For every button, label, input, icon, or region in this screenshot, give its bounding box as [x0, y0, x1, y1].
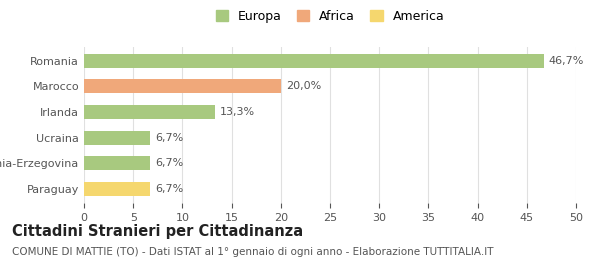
Text: 6,7%: 6,7%	[155, 133, 183, 142]
Text: 6,7%: 6,7%	[155, 158, 183, 168]
Bar	[84, 156, 150, 170]
Text: 46,7%: 46,7%	[548, 56, 584, 66]
Text: Cittadini Stranieri per Cittadinanza: Cittadini Stranieri per Cittadinanza	[12, 224, 303, 239]
Bar	[84, 131, 150, 145]
Bar	[84, 105, 215, 119]
Legend: Europa, Africa, America: Europa, Africa, America	[212, 6, 448, 27]
Bar	[84, 80, 281, 94]
Text: 6,7%: 6,7%	[155, 184, 183, 194]
Text: COMUNE DI MATTIE (TO) - Dati ISTAT al 1° gennaio di ogni anno - Elaborazione TUT: COMUNE DI MATTIE (TO) - Dati ISTAT al 1°…	[12, 247, 493, 257]
Bar	[84, 54, 544, 68]
Text: 20,0%: 20,0%	[286, 81, 321, 92]
Bar	[84, 182, 150, 196]
Text: 13,3%: 13,3%	[220, 107, 255, 117]
